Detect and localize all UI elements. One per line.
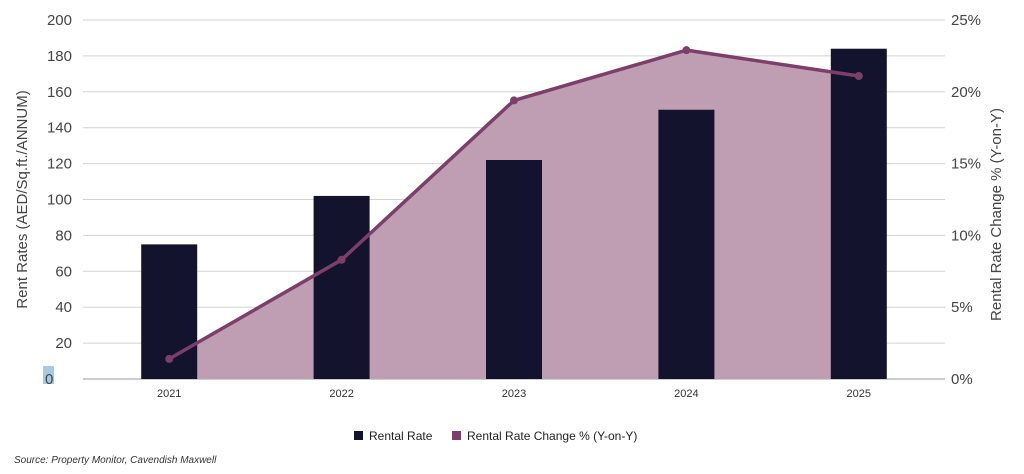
source-note: Source: Property Monitor, Cavendish Maxw… [14,455,217,466]
x-tick-label: 2024 [674,388,698,400]
x-axis-ticks: 2021 2022 2023 2024 2025 [157,388,871,400]
y2-tick-label: 20% [951,84,981,101]
y2-tick-label: 25% [951,12,981,29]
right-axis-title: Rental Rate Change % (Y-on-Y) [988,108,1005,321]
y2-tick-label: 10% [951,227,981,244]
y-tick-label: 100 [47,192,72,209]
y-tick-label: 0 [45,371,53,388]
y-tick-label: 140 [47,120,72,137]
legend-label-rental-change: Rental Rate Change % (Y-on-Y) [467,429,637,443]
legend-swatch-rental-change [452,431,461,440]
change-point-2021 [165,354,174,363]
y-tick-label: 60 [55,263,72,280]
change-point-2023 [510,96,518,105]
y-tick-label: 180 [47,48,72,65]
left-axis-ticks: 0 20 40 60 80 100 120 140 160 180 200 [43,12,72,388]
y-tick-label: 200 [47,12,72,29]
y-tick-label: 160 [47,84,72,101]
change-point-2024 [682,46,691,55]
right-axis-ticks: 0% 5% 10% 15% 20% 25% [951,12,981,388]
bar-2022 [313,195,370,379]
legend: Rental Rate Rental Rate Change % (Y-on-Y… [354,429,637,443]
y2-tick-label: 15% [951,156,981,173]
y-tick-label: 20 [55,335,72,352]
y-tick-label: 80 [55,227,72,244]
x-tick-label: 2025 [847,388,871,400]
left-axis-title: Rent Rates (AED/Sq.ft./ANNUM) [14,90,31,308]
change-point-2022 [337,255,346,264]
bar-2025 [830,48,887,379]
legend-label-rental-rate: Rental Rate [369,429,433,443]
bar-2023 [486,160,542,379]
y-tick-label: 40 [55,299,72,316]
y2-tick-label: 5% [951,299,973,316]
change-line [165,46,863,363]
y2-tick-label: 0% [951,371,973,388]
change-point-2025 [854,72,863,81]
x-tick-label: 2022 [329,388,353,400]
legend-swatch-rental-rate [354,431,363,440]
x-tick-label: 2021 [157,388,181,400]
zero-tick-highlight [43,366,54,384]
bar-2024 [658,109,715,379]
rental-rate-bars [141,48,887,379]
x-tick-label: 2023 [502,388,526,400]
y-tick-label: 120 [47,156,72,173]
